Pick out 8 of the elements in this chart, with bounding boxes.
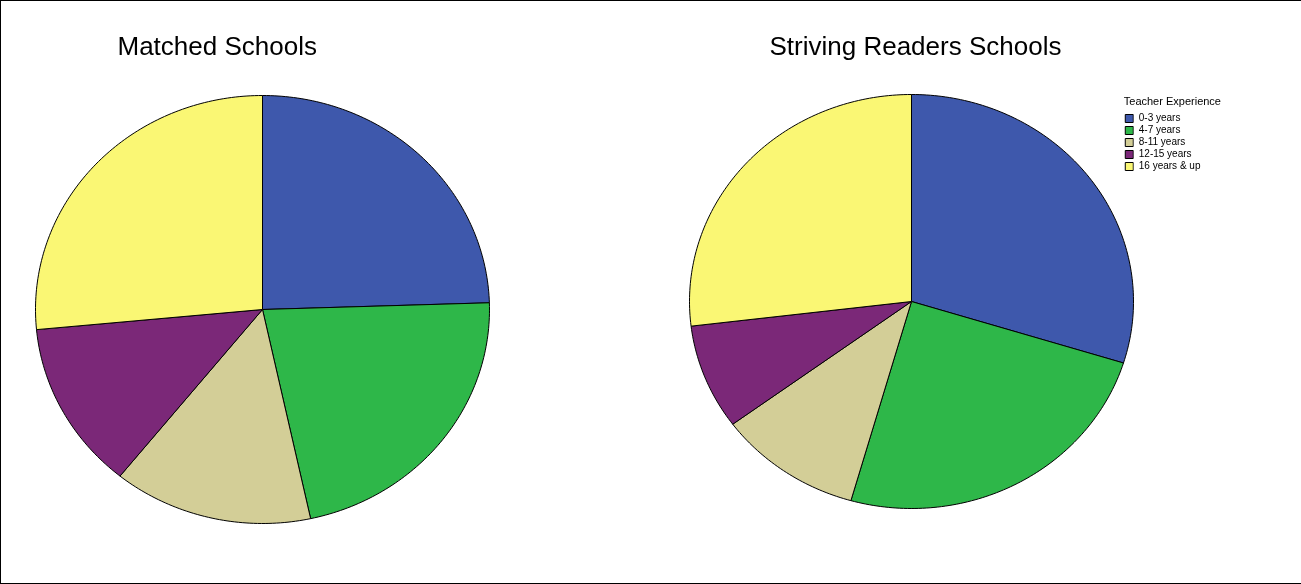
legend-label: 0-3 years bbox=[1138, 112, 1181, 123]
legend-label: 16 years & up bbox=[1138, 160, 1201, 171]
legend-label: 12-15 years bbox=[1138, 148, 1192, 159]
chart-title: Striving Readers Schools bbox=[769, 30, 1062, 61]
legend-title: Teacher Experience bbox=[1123, 95, 1221, 107]
chart-title: Matched Schools bbox=[117, 30, 317, 61]
legend-label: 8-11 years bbox=[1138, 136, 1186, 147]
legend-label: 4-7 years bbox=[1138, 124, 1181, 135]
